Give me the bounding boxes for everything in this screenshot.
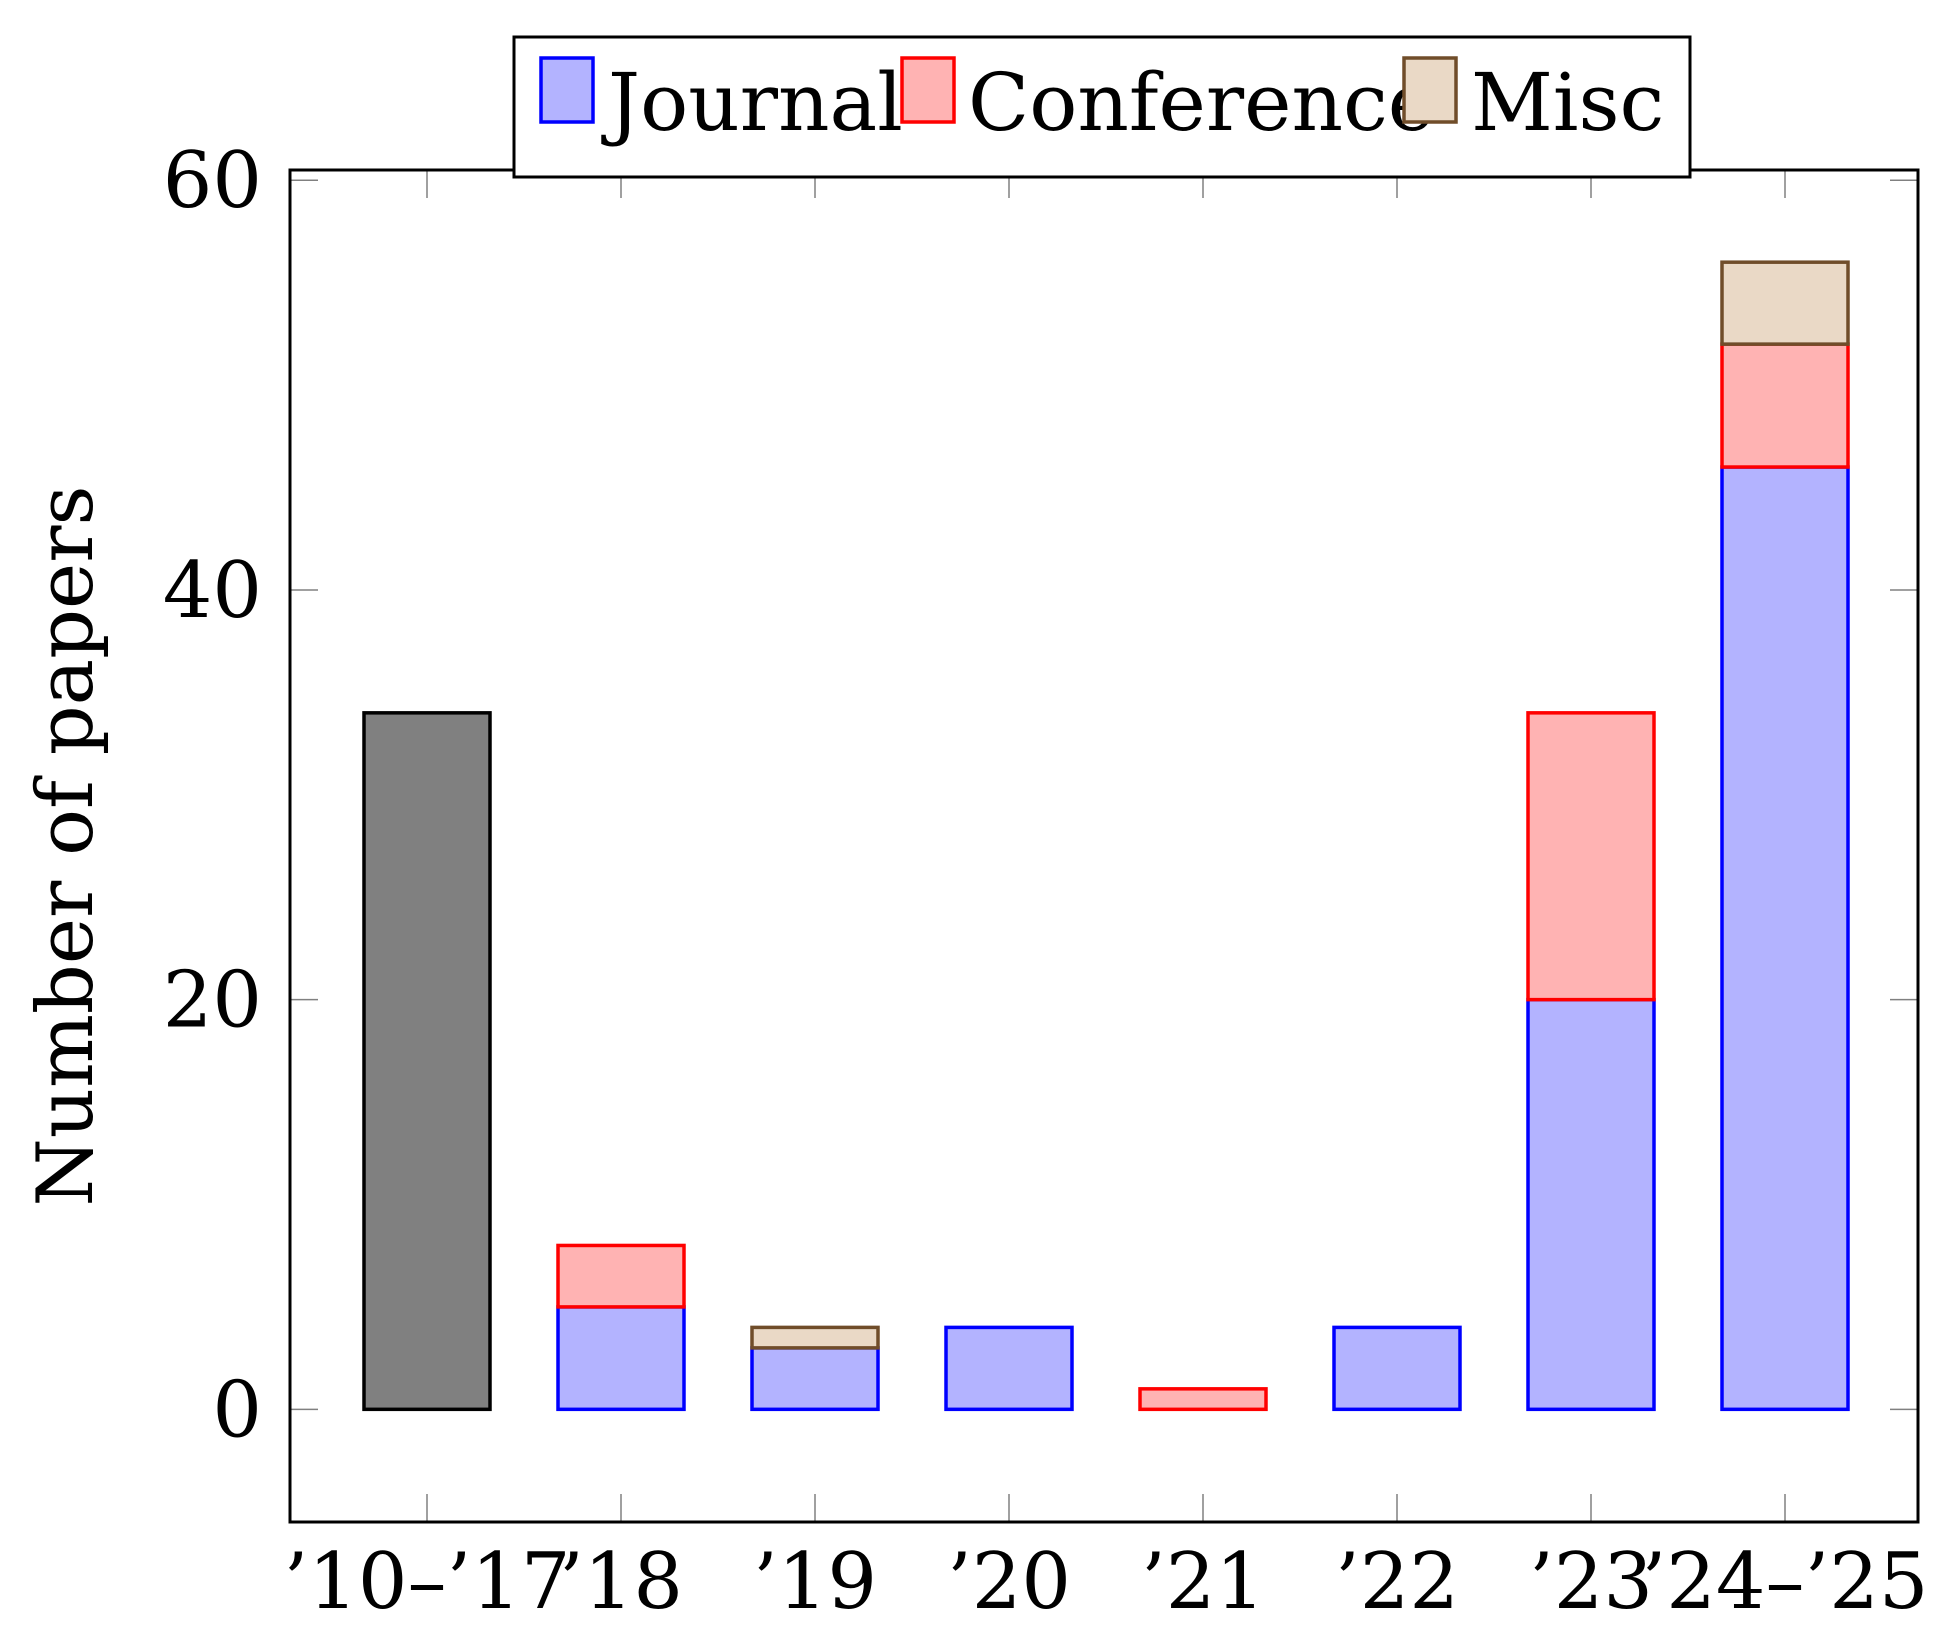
- x-tick-label-0: ’10–’17: [283, 1537, 570, 1627]
- x-tick-label-2: ’19: [753, 1537, 877, 1627]
- x-tick-label-1: ’18: [559, 1537, 683, 1627]
- bar-journal-5: [1332, 1325, 1462, 1412]
- bar-journal-3: [944, 1325, 1074, 1412]
- ticks-layer: ’10–’17’18 ’19 ’20 ’21 ’22 ’23’24–’25 0 20 40 60: [163, 136, 1929, 1627]
- y-tick-label-2: 40: [163, 546, 262, 636]
- bar-misc-7: [1720, 260, 1850, 346]
- bar-conference-4: [1138, 1387, 1268, 1412]
- bar-misc-2: [750, 1325, 880, 1350]
- plot-frame: [288, 168, 1920, 1524]
- x-tick-label-7: ’24–’25: [1641, 1537, 1928, 1627]
- legend-label-conference: Conference: [968, 56, 1435, 149]
- x-tick-label-5: ’22: [1335, 1537, 1459, 1627]
- y-tick-label-3: 60: [163, 136, 262, 226]
- x-tick-label-6: ’23: [1529, 1537, 1653, 1627]
- legend-swatch-journal: [539, 56, 595, 124]
- legend-swatch-misc: [1402, 56, 1458, 124]
- bar-journal-2: [750, 1346, 880, 1412]
- x-tick-label-3: ’20: [947, 1537, 1071, 1627]
- legend: Journal Conference Misc: [512, 35, 1692, 179]
- bar-journal-6: [1526, 997, 1656, 1412]
- bars-layer: [362, 260, 1850, 1412]
- y-tick-label-1: 20: [163, 956, 262, 1046]
- bar-journal-1: [556, 1305, 686, 1412]
- y-axis-label: Number of papers: [21, 485, 111, 1206]
- bar-conference-1: [556, 1243, 686, 1309]
- bar-journal-7: [1720, 465, 1850, 1412]
- legend-label-journal: Journal: [601, 56, 903, 149]
- legend-label-misc: Misc: [1471, 56, 1664, 149]
- bar-conference-6: [1526, 711, 1656, 1002]
- bar-total-0: [362, 711, 492, 1412]
- y-tick-label-0: 0: [212, 1365, 262, 1455]
- bar-conference-7: [1720, 342, 1850, 469]
- x-tick-label-4: ’21: [1141, 1537, 1265, 1627]
- legend-box: [512, 35, 1692, 179]
- legend-swatch-conference: [900, 56, 956, 124]
